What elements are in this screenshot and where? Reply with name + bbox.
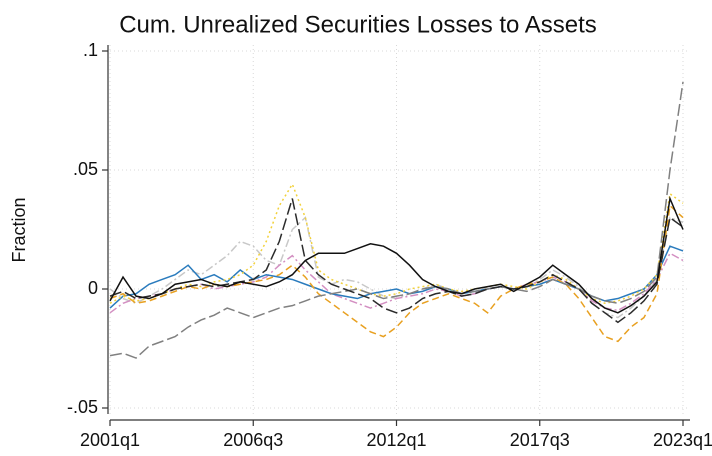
series-line	[109, 81, 684, 359]
grid	[109, 45, 690, 414]
series-line	[109, 198, 684, 324]
y-tick-label: 0	[88, 278, 98, 298]
x-tick-label: 2001q1	[80, 430, 140, 450]
y-tick-label: .1	[83, 40, 98, 60]
chart-title: Cum. Unrealized Securities Losses to Ass…	[119, 11, 597, 38]
y-tick-label: .05	[73, 159, 98, 179]
series-line	[109, 252, 684, 314]
x-tick-label: 2017q3	[510, 430, 570, 450]
x-tick-label: 2023q1	[653, 430, 712, 450]
plot-area	[109, 81, 684, 359]
series-line	[109, 195, 684, 314]
y-tick-label: -.05	[67, 397, 98, 417]
x-tick-label: 2006q3	[223, 430, 283, 450]
x-tick-label: 2012q1	[366, 430, 426, 450]
series-line	[109, 204, 684, 343]
y-axis-label: Fraction	[9, 197, 29, 262]
